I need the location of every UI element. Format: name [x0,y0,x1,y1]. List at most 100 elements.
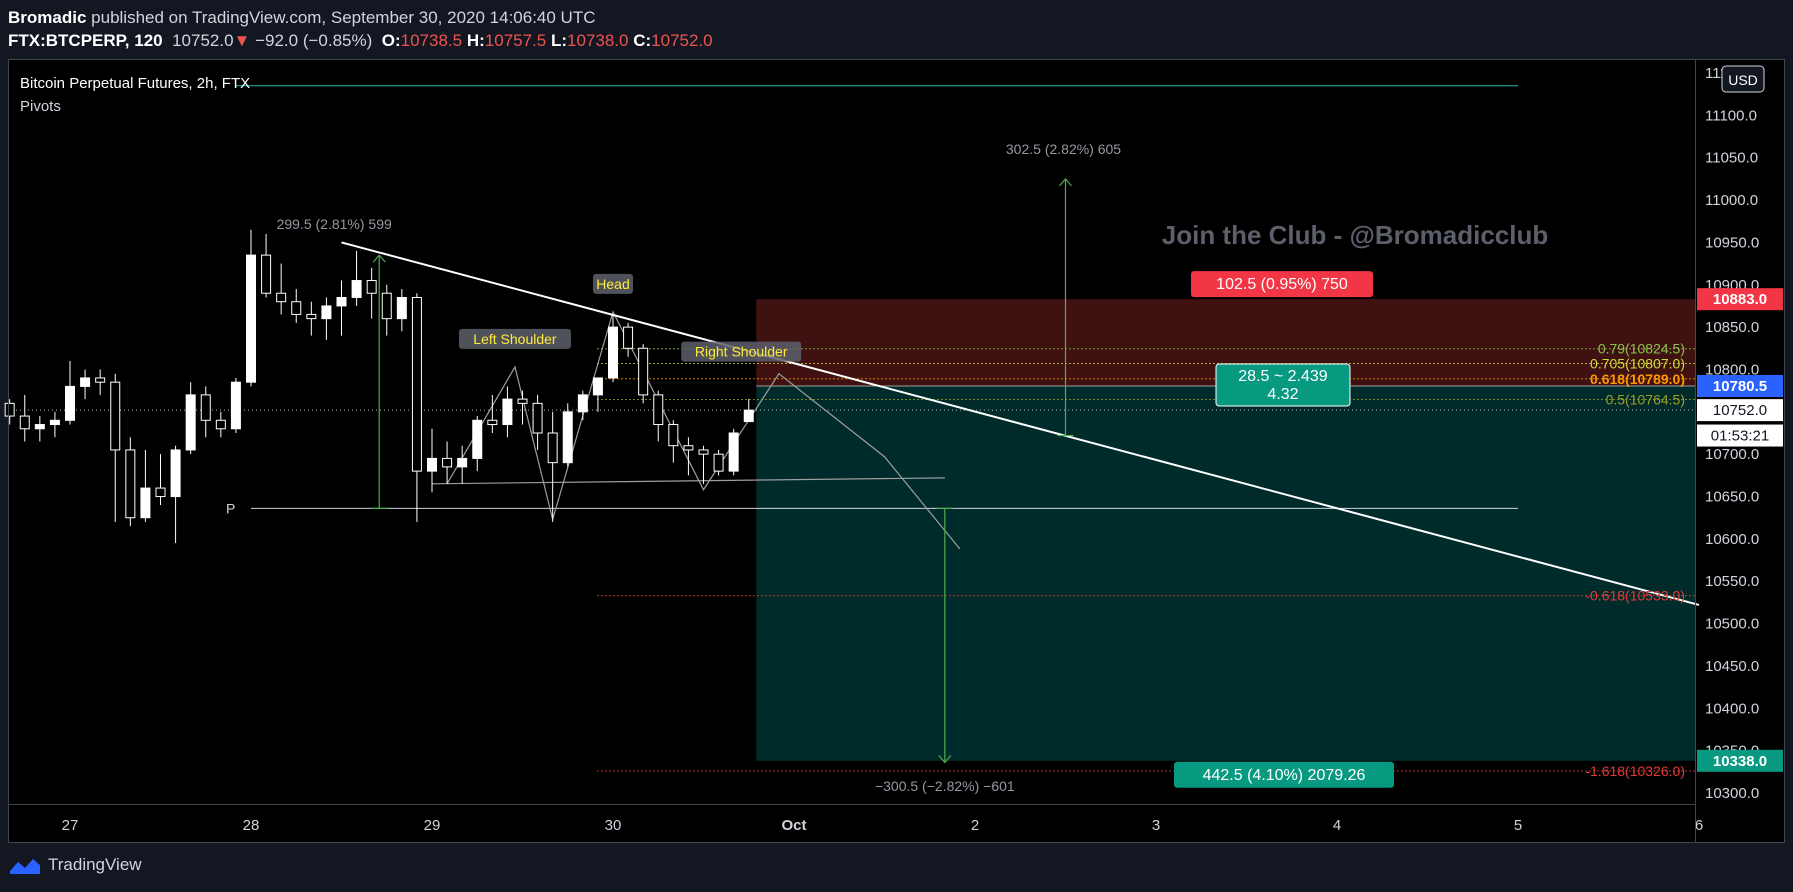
price-tag-text: 10752.0 [1713,402,1767,419]
target-zone[interactable] [756,385,1695,761]
author-name[interactable]: Bromadic [8,8,87,27]
target-label[interactable]: 442.5 (4.10%) 2079.26 [1174,761,1394,788]
price-tag[interactable]: 01:53:21 [1697,424,1783,447]
candle[interactable] [396,289,407,332]
tradingview-logo-icon[interactable] [8,855,42,875]
candle[interactable] [366,267,377,319]
price-axis-panel[interactable] [1695,59,1785,843]
candle[interactable] [321,297,332,340]
candle[interactable] [200,386,211,438]
candle-body [683,445,694,451]
candle[interactable] [653,390,664,442]
candle[interactable] [608,314,618,383]
x-tick-label: 28 [243,817,260,834]
candle[interactable] [547,411,558,522]
candle[interactable] [4,399,15,425]
measure-down[interactable] [936,507,953,764]
pattern-label-bg [681,341,802,362]
price-tag[interactable]: 10883.0 [1697,288,1783,311]
candle[interactable] [532,394,543,450]
pattern-label[interactable]: Left Shoulder [458,328,571,349]
candle[interactable] [110,373,121,522]
candle[interactable] [623,322,634,357]
descending-trendline[interactable] [341,241,1700,606]
candle[interactable] [261,233,272,298]
stop-label[interactable]: 102.5 (0.95%) 750 [1191,271,1373,298]
candle-body [668,424,679,447]
measure-left[interactable] [371,254,388,509]
candle[interactable] [381,284,392,336]
candle[interactable] [683,437,694,476]
candle[interactable] [442,441,453,484]
candle[interactable] [577,390,588,421]
footer-brand[interactable]: TradingView [48,855,142,874]
measure-up[interactable] [1057,177,1074,437]
candle[interactable] [170,445,181,544]
candle-body [502,398,513,426]
candle[interactable] [457,445,468,484]
candle[interactable] [427,428,437,493]
fib-level-label: 0.5(10764.5) [1606,392,1685,408]
candle-body [351,280,362,298]
candle[interactable] [246,229,256,387]
candle[interactable] [638,344,649,404]
chart-legend-title: Bitcoin Perpetual Futures, 2h, FTX [20,75,250,92]
price-tag-text: 10780.5 [1713,378,1767,395]
candle[interactable] [517,390,528,425]
fib-level-label: 0.79(10824.5) [1598,341,1685,357]
pattern-label-text: Left Shoulder [473,331,557,347]
x-tick-label: 2 [971,817,979,834]
candle[interactable] [411,293,422,522]
candle[interactable] [713,449,724,476]
candle[interactable] [140,449,151,522]
currency-button[interactable]: USD [1721,65,1765,93]
candle[interactable] [49,411,60,438]
candle-body [623,326,634,349]
pattern-label[interactable]: Right Shoulder [681,341,802,362]
price-tag[interactable]: 10752.0 [1697,399,1783,422]
candle-body [743,409,754,423]
candle-body [49,419,60,426]
neckline[interactable] [431,477,945,485]
candle[interactable] [336,280,347,336]
candle-body [276,292,287,303]
candle-body [170,449,181,498]
candle[interactable] [34,416,45,442]
candle[interactable] [185,382,196,455]
y-tick-label: 10300.0 [1705,785,1759,802]
candle[interactable] [291,289,302,323]
candle[interactable] [743,399,754,423]
candle[interactable] [65,361,75,425]
candle[interactable] [276,263,287,315]
candle[interactable] [668,420,679,463]
candle[interactable] [230,377,241,433]
candle[interactable] [155,454,166,505]
price-tag[interactable]: 10780.5 [1697,374,1783,397]
candle[interactable] [562,403,573,467]
candle[interactable] [472,416,483,472]
price-tag[interactable]: 10338.0 [1697,749,1783,772]
pivot-label: P [226,500,235,516]
candle[interactable] [125,437,136,527]
x-tick-label: 30 [605,817,622,834]
candle[interactable] [306,301,317,336]
high-value: 10757.5 [484,31,547,50]
candle-body [110,381,121,451]
candle[interactable] [698,445,709,484]
candle[interactable] [95,369,106,395]
candle[interactable] [351,250,362,306]
candle-body [638,347,649,396]
pattern-label-text: Head [596,276,629,292]
candle[interactable] [19,394,30,442]
price-tag-bg [1697,424,1783,447]
candle[interactable] [592,377,603,412]
pattern-label[interactable]: Head [593,273,633,294]
candle[interactable] [80,369,91,400]
symbol-label[interactable]: FTX:BTCPERP, 120 [8,31,163,50]
candle[interactable] [502,386,513,438]
candle[interactable] [728,428,739,476]
candle[interactable] [215,411,226,438]
candle[interactable] [487,394,498,433]
